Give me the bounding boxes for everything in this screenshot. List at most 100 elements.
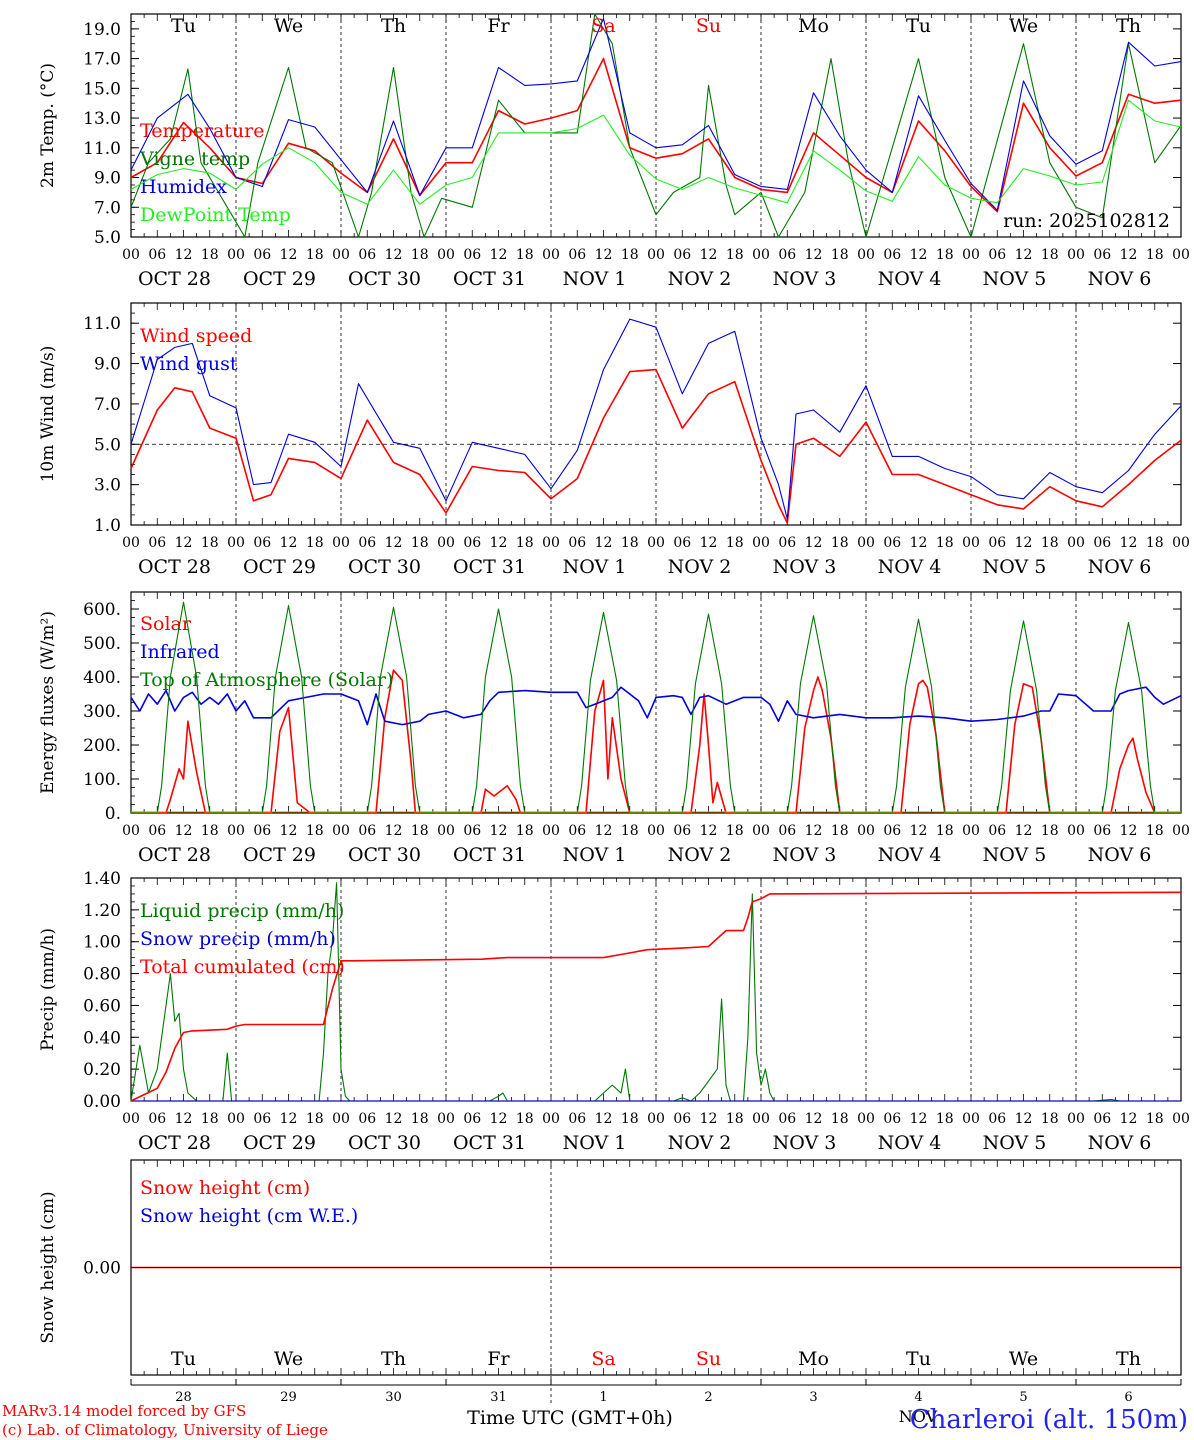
energy-hour-label: 00 [437, 823, 455, 839]
wind-hour-label: 12 [280, 535, 298, 551]
precip-hour-label: 00 [962, 1111, 980, 1127]
wind-hour-label: 00 [752, 535, 770, 551]
precip-date-label: NOV 1 [563, 1132, 627, 1154]
precip-hour-label: 12 [175, 1111, 193, 1127]
wind-hour-label: 18 [306, 535, 324, 551]
temperature-hour-label: 12 [805, 247, 823, 263]
energy-hour-label: 00 [122, 823, 140, 839]
temperature-series-humidex [130, 17, 1182, 211]
day-number-label: 3 [809, 1390, 817, 1405]
precip-hour-label: 06 [988, 1111, 1006, 1127]
temperature-ytick-label: 17.0 [83, 50, 121, 70]
precip-hour-label: 12 [280, 1111, 298, 1127]
precip-legend-total-cumulated-cm-: Total cumulated (cm) [140, 956, 345, 978]
wind-hour-label: 12 [910, 535, 928, 551]
precip-hour-label: 12 [805, 1111, 823, 1127]
energy-hour-label: 18 [726, 823, 744, 839]
temperature-hour-label: 00 [752, 247, 770, 263]
day-number-label: 29 [280, 1390, 297, 1405]
temperature-date-label: OCT 29 [243, 268, 316, 290]
wind-hour-label: 12 [805, 535, 823, 551]
temperature-ytick-label: 15.0 [83, 79, 121, 99]
energy-ytick-label: 200. [83, 736, 121, 756]
precip-hour-label: 12 [490, 1111, 508, 1127]
temperature-date-label: NOV 4 [878, 268, 942, 290]
precip-hour-label: 06 [148, 1111, 166, 1127]
precip-hour-label: 06 [1093, 1111, 1111, 1127]
temperature-series-dewpoint-temp [130, 99, 1182, 205]
wind-hour-label: 06 [148, 535, 166, 551]
wind-hour-label: 18 [936, 535, 954, 551]
precip-hour-label: 06 [463, 1111, 481, 1127]
precip-date-label: NOV 4 [878, 1132, 942, 1154]
precip-hour-label: 00 [647, 1111, 665, 1127]
temperature-hour-label: 18 [1146, 247, 1164, 263]
wind-legend-wind-gust: Wind gust [140, 353, 238, 375]
precip-ytick-label: 0.60 [83, 996, 121, 1016]
precip-hour-label: 18 [1146, 1111, 1164, 1127]
wind-ytick-label: 11.0 [83, 314, 121, 334]
precip-date-label: NOV 6 [1088, 1132, 1152, 1154]
temperature-hour-label: 12 [490, 247, 508, 263]
wind-date-label: NOV 5 [983, 556, 1047, 578]
temperature-date-label: OCT 31 [453, 268, 526, 290]
temperature-series-vigne-temp [130, 13, 1182, 238]
temperature-hour-label: 18 [411, 247, 429, 263]
energy-hour-label: 06 [673, 823, 691, 839]
energy-date-label: NOV 2 [668, 844, 732, 866]
wind-hour-label: 18 [726, 535, 744, 551]
energy-date-label: OCT 29 [243, 844, 316, 866]
temperature-hour-label: 00 [857, 247, 875, 263]
precip-hour-label: 18 [621, 1111, 639, 1127]
precip-hour-label: 00 [122, 1111, 140, 1127]
snow-day-name: We [1009, 1348, 1038, 1370]
energy-hour-label: 18 [621, 823, 639, 839]
temperature-hour-label: 00 [437, 247, 455, 263]
energy-hour-label: 00 [752, 823, 770, 839]
temperature-hour-label: 06 [358, 247, 376, 263]
temperature-hour-label: 18 [831, 247, 849, 263]
precip-hour-label: 12 [595, 1111, 613, 1127]
energy-hour-label: 06 [148, 823, 166, 839]
temperature-legend-vigne-temp: Vigne temp [139, 148, 250, 170]
energy-date-label: NOV 1 [563, 844, 627, 866]
temperature-hour-label: 00 [647, 247, 665, 263]
energy-hour-label: 06 [358, 823, 376, 839]
wind-hour-label: 00 [1172, 535, 1190, 551]
precip-legend-liquid-precip-mm-h-: Liquid precip (mm/h) [140, 900, 344, 922]
wind-hour-label: 00 [122, 535, 140, 551]
precip-hour-label: 00 [752, 1111, 770, 1127]
wind-ytick-label: 9.0 [94, 355, 121, 375]
snow-day-name: Tu [171, 1348, 196, 1370]
temp-day-name: Th [381, 15, 406, 37]
energy-ytick-label: 0. [105, 804, 121, 824]
precip-hour-label: 06 [673, 1111, 691, 1127]
precip-hour-label: 00 [857, 1111, 875, 1127]
temperature-hour-label: 06 [568, 247, 586, 263]
temperature-hour-label: 12 [1120, 247, 1138, 263]
location-title: Charleroi (alt. 150m) [910, 1405, 1188, 1435]
precip-date-label: OCT 31 [453, 1132, 526, 1154]
snow-legend-snow-height-cm-: Snow height (cm) [140, 1177, 310, 1199]
wind-hour-label: 18 [411, 535, 429, 551]
energy-legend-top-of-atmosphere-solar-: Top of Atmosphere (Solar) [140, 669, 393, 691]
energy-date-label: NOV 5 [983, 844, 1047, 866]
wind-ytick-label: 3.0 [94, 476, 121, 496]
wind-hour-label: 12 [1120, 535, 1138, 551]
temperature-hour-label: 00 [122, 247, 140, 263]
temperature-hour-label: 06 [988, 247, 1006, 263]
wind-date-label: OCT 31 [453, 556, 526, 578]
precip-hour-label: 12 [1015, 1111, 1033, 1127]
energy-hour-label: 06 [883, 823, 901, 839]
precip-hour-label: 00 [1172, 1111, 1190, 1127]
wind-hour-label: 00 [1067, 535, 1085, 551]
energy-hour-label: 18 [411, 823, 429, 839]
wind-date-label: NOV 2 [668, 556, 732, 578]
energy-hour-label: 12 [1015, 823, 1033, 839]
wind-hour-label: 06 [778, 535, 796, 551]
wind-hour-label: 06 [568, 535, 586, 551]
wind-ytick-label: 7.0 [94, 395, 121, 415]
wind-hour-label: 06 [463, 535, 481, 551]
temperature-hour-label: 12 [1015, 247, 1033, 263]
